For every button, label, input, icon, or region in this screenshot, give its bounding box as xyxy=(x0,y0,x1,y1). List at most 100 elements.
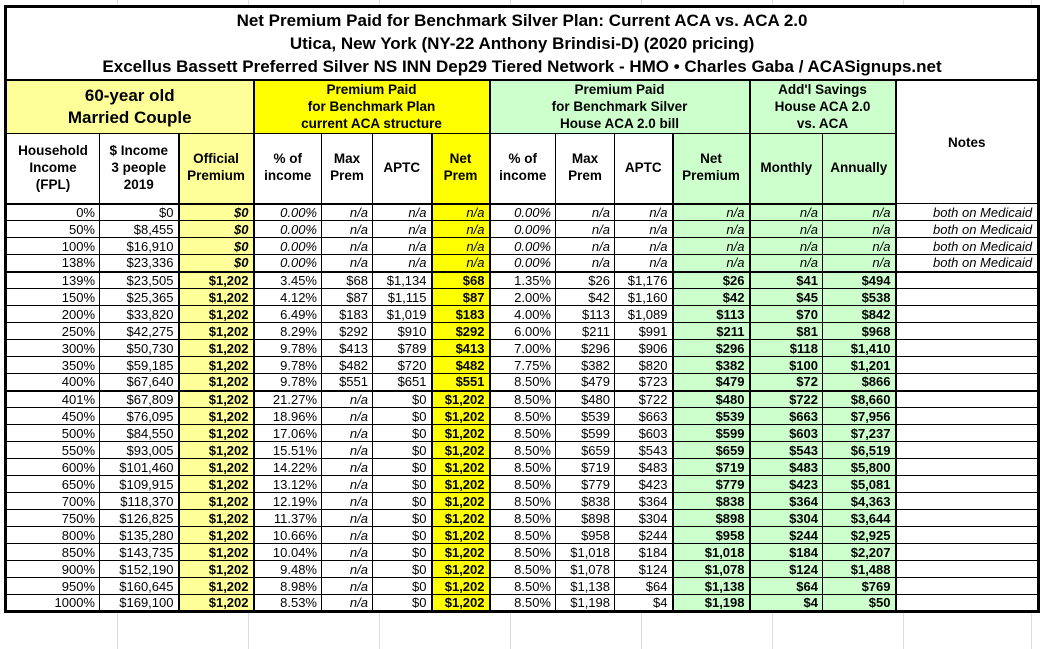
cell-h_aptc: $722 xyxy=(614,390,673,409)
cell-income: $42,275 xyxy=(99,322,179,341)
cell-aca_max: n/a xyxy=(321,594,373,613)
cell-annually: $50 xyxy=(822,594,896,613)
cell-h_max: $599 xyxy=(555,424,615,443)
cell-aca_aptc: $0 xyxy=(372,458,432,477)
cell-fpl: 401% xyxy=(5,390,100,409)
cell-h_max: $539 xyxy=(555,407,615,426)
cell-annually: n/a xyxy=(822,237,896,256)
cell-aca_pct: 0.00% xyxy=(252,254,322,273)
cell-official: $1,202 xyxy=(177,407,254,426)
col-header-house-max-prem: Max Prem xyxy=(555,133,615,205)
cell-h_max: $779 xyxy=(555,475,615,494)
cell-aca_max: n/a xyxy=(321,424,373,443)
cell-aca_max: n/a xyxy=(321,526,373,545)
cell-annually: $1,201 xyxy=(822,356,896,375)
cell-h_max: $113 xyxy=(555,305,615,324)
cell-fpl: 139% xyxy=(5,271,100,290)
cell-h_pct: 8.50% xyxy=(489,492,556,511)
cell-aca_net: $1,202 xyxy=(430,458,491,477)
table-row: 200% $33,820 $1,202 6.49% $183 $1,019 $183 4.00… xyxy=(5,305,1040,324)
cell-aca_aptc: $1,134 xyxy=(372,271,432,290)
cell-official: $0 xyxy=(177,254,254,273)
cell-note xyxy=(894,594,1040,613)
cell-fpl: 200% xyxy=(5,305,100,324)
cell-h_aptc: $304 xyxy=(614,509,673,528)
cell-h_net: $1,198 xyxy=(671,594,751,613)
cell-h_net: $719 xyxy=(671,458,751,477)
cell-h_pct: 7.75% xyxy=(489,356,556,375)
table-row: 138% $23,336 $0 0.00% n/a n/a n/a 0.00% n/a n/a n/… xyxy=(5,254,1040,273)
cell-aca_pct: 0.00% xyxy=(252,237,322,256)
table-row: 401% $67,809 $1,202 21.27% n/a $0 $1,202 8.50% $… xyxy=(5,390,1040,409)
cell-h_aptc: $483 xyxy=(614,458,673,477)
cell-monthly: n/a xyxy=(748,237,823,256)
cell-aca_pct: 8.53% xyxy=(252,594,322,613)
cell-official: $1,202 xyxy=(177,322,254,341)
group-current-aca: Premium Paid for Benchmark Plan current … xyxy=(252,79,491,135)
cell-h_max: $958 xyxy=(555,526,615,545)
cell-note xyxy=(894,458,1040,477)
cell-monthly: n/a xyxy=(748,220,823,239)
cell-aca_max: n/a xyxy=(321,407,373,426)
cell-aca_aptc: $720 xyxy=(372,356,432,375)
col-header-house-net-premium: Net Premium xyxy=(671,133,751,205)
cell-official: $1,202 xyxy=(177,441,254,460)
cell-note xyxy=(894,407,1040,426)
cell-note: both on Medicaid xyxy=(894,254,1040,273)
cell-note xyxy=(894,492,1040,511)
cell-aca_pct: 8.29% xyxy=(252,322,322,341)
cell-income: $59,185 xyxy=(99,356,179,375)
cell-annually: $7,237 xyxy=(822,424,896,443)
cell-annually: $968 xyxy=(822,322,896,341)
cell-annually: $5,800 xyxy=(822,458,896,477)
cell-aca_max: $292 xyxy=(321,322,373,341)
cell-aca_max: $482 xyxy=(321,356,373,375)
group-addl-savings: Add'l Savings House ACA 2.0 vs. ACA xyxy=(748,79,897,135)
cell-aca_pct: 17.06% xyxy=(252,424,322,443)
cell-annually: $494 xyxy=(822,271,896,290)
cell-aca_net: $1,202 xyxy=(430,577,491,596)
cell-aca_max: n/a xyxy=(321,441,373,460)
cell-annually: $5,081 xyxy=(822,475,896,494)
cell-aca_aptc: n/a xyxy=(372,254,432,273)
cell-aca_max: $183 xyxy=(321,305,373,324)
cell-h_aptc: $603 xyxy=(614,424,673,443)
cell-aca_max: n/a xyxy=(321,492,373,511)
col-header-income: $ Income 3 people 2019 xyxy=(99,133,179,205)
cell-fpl: 800% xyxy=(5,526,100,545)
table-row: 300% $50,730 $1,202 9.78% $413 $789 $413 7.00% $… xyxy=(5,339,1040,358)
cell-h_max: $838 xyxy=(555,492,615,511)
cell-income: $118,370 xyxy=(99,492,179,511)
cell-h_aptc: $423 xyxy=(614,475,673,494)
cell-official: $1,202 xyxy=(177,509,254,528)
cell-aca_max: n/a xyxy=(321,390,373,409)
title-line-1: Net Premium Paid for Benchmark Silver Pl… xyxy=(236,11,808,30)
cell-aca_max: $551 xyxy=(321,373,373,392)
cell-aca_pct: 0.00% xyxy=(252,203,322,222)
cell-income: $8,455 xyxy=(99,220,179,239)
cell-h_aptc: $184 xyxy=(614,543,673,562)
cell-h_aptc: $1,176 xyxy=(614,271,673,290)
group-demographic: 60-year old Married Couple xyxy=(5,79,255,135)
cell-aca_aptc: $1,115 xyxy=(372,288,432,307)
cell-income: $152,190 xyxy=(99,560,179,579)
cell-official: $1,202 xyxy=(177,475,254,494)
cell-aca_max: n/a xyxy=(321,458,373,477)
cell-h_pct: 0.00% xyxy=(489,220,556,239)
cell-monthly: n/a xyxy=(748,203,823,222)
cell-note: both on Medicaid xyxy=(894,203,1040,222)
cell-note xyxy=(894,441,1040,460)
cell-monthly: $603 xyxy=(748,424,823,443)
cell-monthly: $81 xyxy=(748,322,823,341)
cell-official: $1,202 xyxy=(177,373,254,392)
table-row: 50% $8,455 $0 0.00% n/a n/a n/a 0.00% n/a n/a n/a n… xyxy=(5,220,1040,239)
cell-h_max: $211 xyxy=(555,322,615,341)
cell-h_pct: 8.50% xyxy=(489,577,556,596)
cell-income: $135,280 xyxy=(99,526,179,545)
cell-h_max: $26 xyxy=(555,271,615,290)
table-row: 400% $67,640 $1,202 9.78% $551 $651 $551 8.50% $… xyxy=(5,373,1040,392)
cell-aca_net: $1,202 xyxy=(430,475,491,494)
cell-h_max: $479 xyxy=(555,373,615,392)
cell-fpl: 650% xyxy=(5,475,100,494)
cell-h_pct: 8.50% xyxy=(489,594,556,613)
